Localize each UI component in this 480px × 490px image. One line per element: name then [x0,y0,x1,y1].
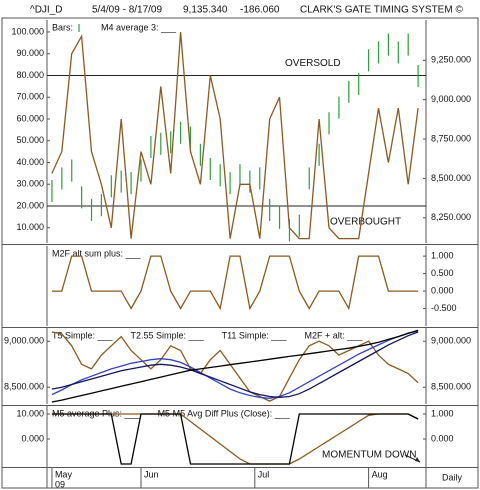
y-tick-label: 60.000 [16,113,44,123]
y2-tick-label: 0.000 [431,285,454,295]
legend-label: M2F alt sum plus: ___ [52,248,142,258]
y2-tick-label: 1.000 [431,408,454,418]
system-title: CLARK'S GATE TIMING SYSTEM © [300,5,463,16]
series-line [51,255,419,311]
y2-tick-label: 8,500.000 [431,173,471,183]
annotation: MOMENTUM DOWN [322,450,416,461]
legend-label: M4 average 3: ___ [101,22,177,32]
y2-tick-label: 8,500.000 [431,382,471,392]
y2-tick-label: 9,250.000 [431,55,471,65]
x-tick-label: Aug [372,469,388,479]
y2-tick-label: 1.000 [431,251,454,261]
y-tick-label: 20.000 [16,200,44,210]
y2-tick-label: 9,000.000 [431,94,471,104]
x-tick-label: Jun [144,469,159,479]
y-tick-label: 40.000 [16,157,44,167]
symbol: ^DJI_D [30,5,62,16]
x-tick-label: Jul [258,469,270,479]
series-line [51,329,419,403]
frame [1,17,479,489]
series-line [51,31,419,240]
y-tick-label: 30.000 [16,179,44,189]
legend-label: M2F + alt: ___ [304,330,363,340]
year-label: 09 [55,479,65,489]
legend-label: T5 Simple: ___ [52,330,114,340]
y-tick-label: 10.000 [16,222,44,232]
annotation-arrowhead [415,457,420,462]
y-tick-label: 10.000 [16,408,44,418]
legend-label: T2.55 Simple: ___ [131,330,205,340]
interval-label: Daily [442,472,463,482]
series-line [51,330,419,399]
series-line [51,413,419,465]
y2-tick-label: 0.500 [431,268,454,278]
level-label: OVERBOUGHT [330,217,401,228]
legend-label: T11 Simple: ___ [222,330,288,340]
y2-tick-label: 9,000.000 [431,336,471,346]
y-tick-label: 90.000 [16,48,44,58]
price-change: -186.060 [240,5,280,16]
y-tick-label: 0.000 [21,433,44,443]
y2-tick-label: -0.500 [431,303,457,313]
y-tick-label: 50.000 [16,135,44,145]
y-tick-label: 70.000 [16,92,44,102]
y-tick-label: 9,000.000 [4,336,44,346]
last-price: 9,135.340 [183,5,228,16]
y-tick-label: 8,500.000 [4,382,44,392]
y-tick-label: 100.000 [11,26,44,36]
legend-label: Bars: [52,22,73,32]
date-range: 5/4/09 - 8/17/09 [92,5,162,16]
level-label: OVERSOLD [285,58,341,69]
y2-tick-label: 0.000 [431,433,454,443]
x-tick-label: May [55,469,73,479]
legend-label: M5 M5 Avg Diff Plus (Close): ___ [158,408,291,418]
series-line [51,331,419,399]
series-line [51,413,419,465]
y-tick-label: 80.000 [16,70,44,80]
y2-tick-label: 8,250.000 [431,212,471,222]
y2-tick-label: 8,750.000 [431,133,471,143]
